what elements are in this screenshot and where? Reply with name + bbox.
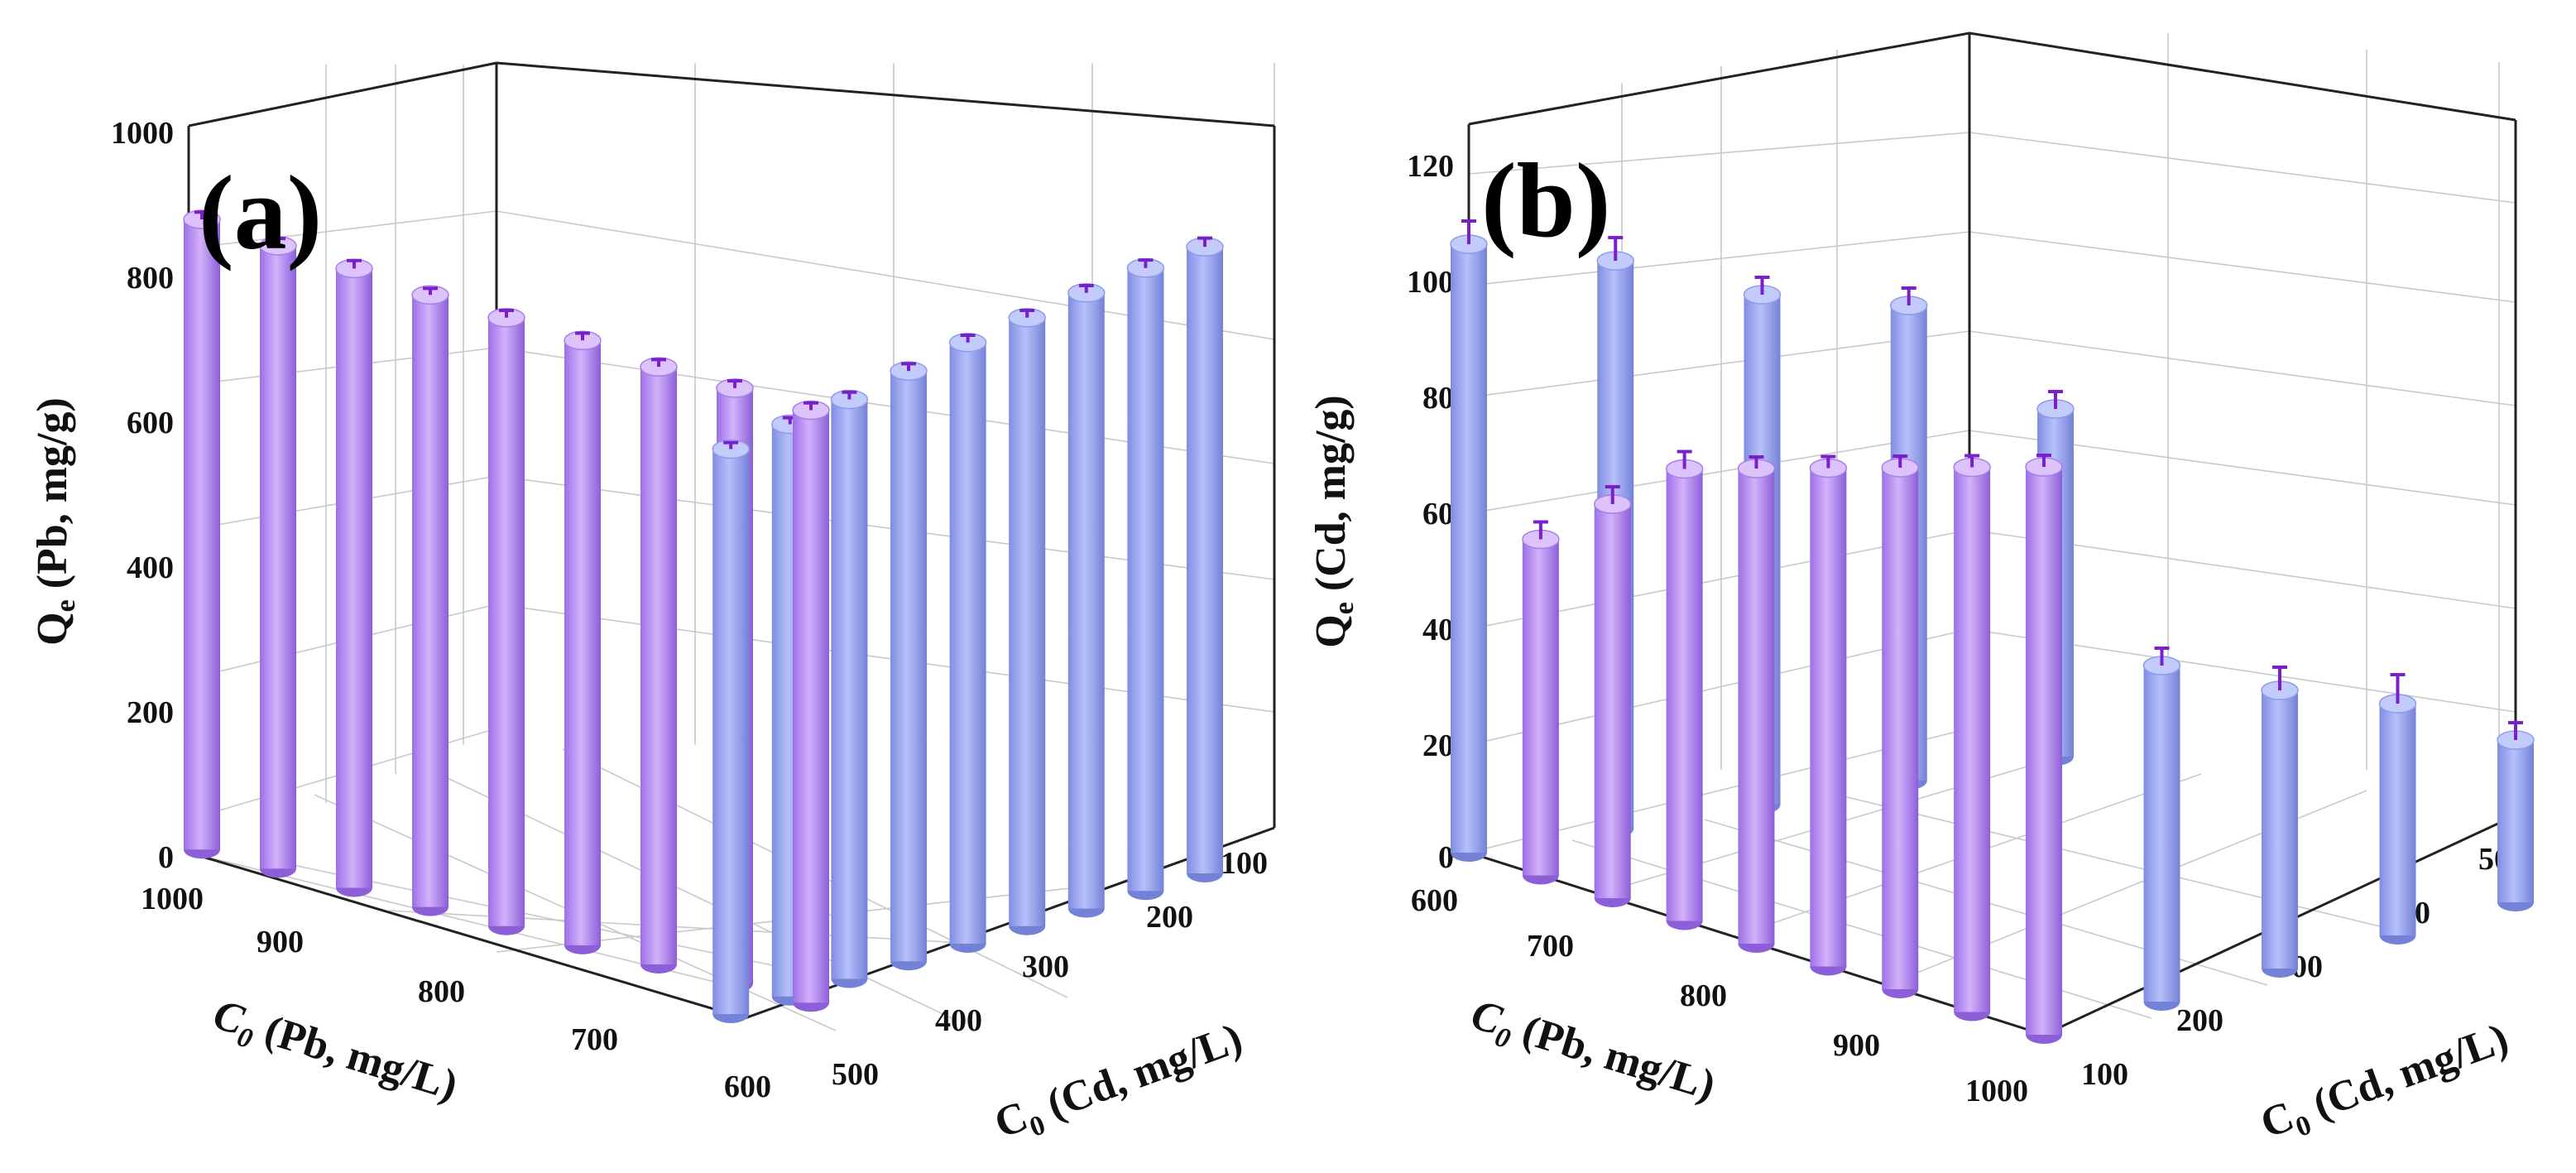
xtick-a: 900 [257, 925, 304, 959]
ztick-a: 400 [127, 550, 174, 585]
bar-barsA-s0-5 [564, 330, 602, 954]
ytick-a: 200 [1146, 900, 1193, 935]
xtick-a: 700 [571, 1022, 618, 1057]
bar-barsA-s1-5 [890, 361, 928, 971]
xtick-b: 700 [1527, 929, 1574, 964]
bar-barsA-s1-6 [830, 389, 869, 988]
ytick-a: 400 [935, 1003, 982, 1038]
ztick-b: 120 [1407, 149, 1454, 184]
ytick-b: 100 [2081, 1057, 2128, 1092]
bar-barsB-s1-1 [1594, 485, 1632, 907]
bar-barsB-s1-0 [1522, 520, 1560, 885]
ztick-b: 0 [1438, 840, 1454, 875]
ytick-a: 100 [1221, 846, 1268, 881]
panel-b-xticks: 600 700 800 900 1000 [1411, 883, 2028, 1108]
bar-barsB-s2-0 [2142, 647, 2181, 1011]
bar-barsA-s0-2 [335, 258, 373, 897]
zlabel-b: Qe (Cd, mg/g) [1307, 395, 1360, 647]
xtick-b: 1000 [1965, 1074, 2028, 1108]
ztick-a: 0 [158, 840, 174, 875]
ytick-a: 300 [1022, 949, 1069, 984]
panel-b-bars [1450, 219, 2535, 1044]
bar-barsB-s2-3 [2497, 721, 2535, 911]
ztick-a: 800 [127, 261, 174, 296]
panel-a-zticks: 0 200 400 600 800 1000 [111, 116, 174, 875]
bar-barsA-s1-0 [1186, 236, 1224, 882]
bar-barsB-s1-6 [1953, 454, 1991, 1022]
bar-barsA-s0-6 [640, 357, 678, 973]
ztick-a: 200 [127, 695, 174, 730]
bar-barsA-s0-0 [183, 209, 221, 859]
bar-barsA-s0-4 [487, 308, 525, 935]
xlabel-a: C0 (Pb, mg/L) [206, 991, 463, 1116]
bar-barsA-s1-2 [1067, 283, 1106, 918]
bar-barsB-s1-7 [2025, 454, 2063, 1044]
bar-barsA-s1-3 [1008, 308, 1046, 935]
bar-barsA-s0-1 [259, 236, 297, 878]
xtick-a: 800 [418, 974, 465, 1009]
ztick-b: 100 [1407, 265, 1454, 300]
bar-barsB-s1-5 [1881, 454, 1919, 998]
panel-a-yticks: 100 200 300 400 500 [832, 846, 1268, 1092]
panel-a: 0 200 400 600 800 1000 1000 900 800 700 … [29, 61, 1276, 1154]
bar-barsA-s1-4 [948, 333, 987, 953]
xtick-b: 600 [1411, 883, 1458, 918]
panel-label-a: (a) [199, 154, 322, 272]
panel-a-bars [183, 209, 1224, 1023]
ytick-b: 200 [2176, 1003, 2223, 1038]
bar-barsB-s1-3 [1737, 455, 1776, 953]
ztick-a: 1000 [111, 116, 174, 151]
xtick-a: 1000 [141, 882, 204, 916]
bar-barsA-s0-3 [411, 285, 449, 916]
ztick-b: 40 [1422, 613, 1454, 647]
panel-label-b: (b) [1481, 142, 1610, 259]
ztick-b: 80 [1422, 381, 1454, 416]
ytick-a: 500 [832, 1057, 879, 1092]
bar-barsA-s1-1 [1126, 258, 1165, 901]
xtick-a: 600 [724, 1070, 771, 1104]
xtick-b: 800 [1680, 978, 1727, 1013]
bar-barsB-s2-1 [2261, 666, 2299, 978]
bar-barsB-s1-4 [1809, 454, 1848, 976]
panel-b: 0 20 40 60 80 100 120 600 700 800 900 10… [1307, 31, 2535, 1154]
bar-barsA-s1-8 [712, 439, 750, 1023]
bar-barsB-s2-2 [2378, 673, 2417, 945]
ztick-b: 60 [1422, 497, 1454, 531]
panel-a-xticks: 1000 900 800 700 600 [141, 882, 771, 1104]
bar-barsB-s0-0 [1450, 219, 1488, 862]
ztick-b: 20 [1422, 728, 1454, 763]
zlabel-a: Qe (Pb, mg/g) [29, 397, 81, 646]
xtick-b: 900 [1833, 1028, 1880, 1063]
bar-barsA-s0-8 [792, 400, 830, 1012]
ylabel-b: C0 (Cd, mg/L) [2255, 1015, 2516, 1154]
bar-barsB-s1-2 [1665, 449, 1704, 930]
ztick-a: 600 [127, 406, 174, 440]
panel-b-zticks: 0 20 40 60 80 100 120 [1407, 149, 1454, 875]
ylabel-a: C0 (Cd, mg/L) [989, 1015, 1250, 1154]
